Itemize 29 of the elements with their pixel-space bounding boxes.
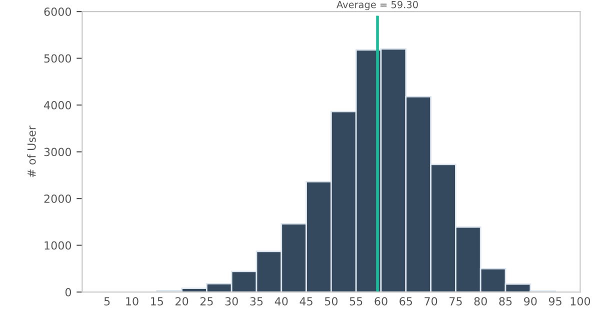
x-tick-label: 35: [250, 297, 263, 306]
y-tick-label: 1000: [44, 241, 72, 250]
y-axis-title: # of User: [27, 126, 36, 178]
x-tick-label: 40: [274, 297, 288, 306]
x-tick-label: 25: [200, 297, 213, 306]
y-tick-label: 4000: [44, 101, 72, 110]
ref-line-label: Average = 59.30: [336, 0, 418, 10]
x-tick-label: 90: [524, 297, 537, 306]
y-tick-label: 3000: [44, 148, 72, 156]
x-tick-label: 100: [570, 297, 590, 306]
x-tick-label: 95: [548, 297, 562, 306]
y-tick-label: 0: [65, 288, 72, 296]
y-tick-label: 6000: [44, 8, 72, 16]
x-tick-label: 75: [450, 297, 462, 306]
y-tick-label: 5000: [44, 54, 72, 63]
x-tick-label: 45: [300, 297, 312, 306]
x-tick-label: 60: [374, 297, 388, 306]
x-tick-label: 5: [104, 297, 110, 306]
x-tick-label: 85: [499, 297, 512, 306]
x-tick-label: 65: [400, 297, 412, 306]
x-tick-label: 10: [126, 297, 138, 306]
x-tick-label: 50: [324, 297, 338, 306]
x-tick-label: 70: [424, 297, 438, 306]
x-tick-label: 30: [225, 297, 238, 306]
x-tick-label: 20: [176, 297, 188, 306]
x-tick-label: 15: [151, 297, 163, 306]
x-tick-label: 55: [350, 297, 362, 306]
y-tick-label: 2000: [44, 194, 72, 203]
x-tick-label: 80: [474, 297, 487, 306]
